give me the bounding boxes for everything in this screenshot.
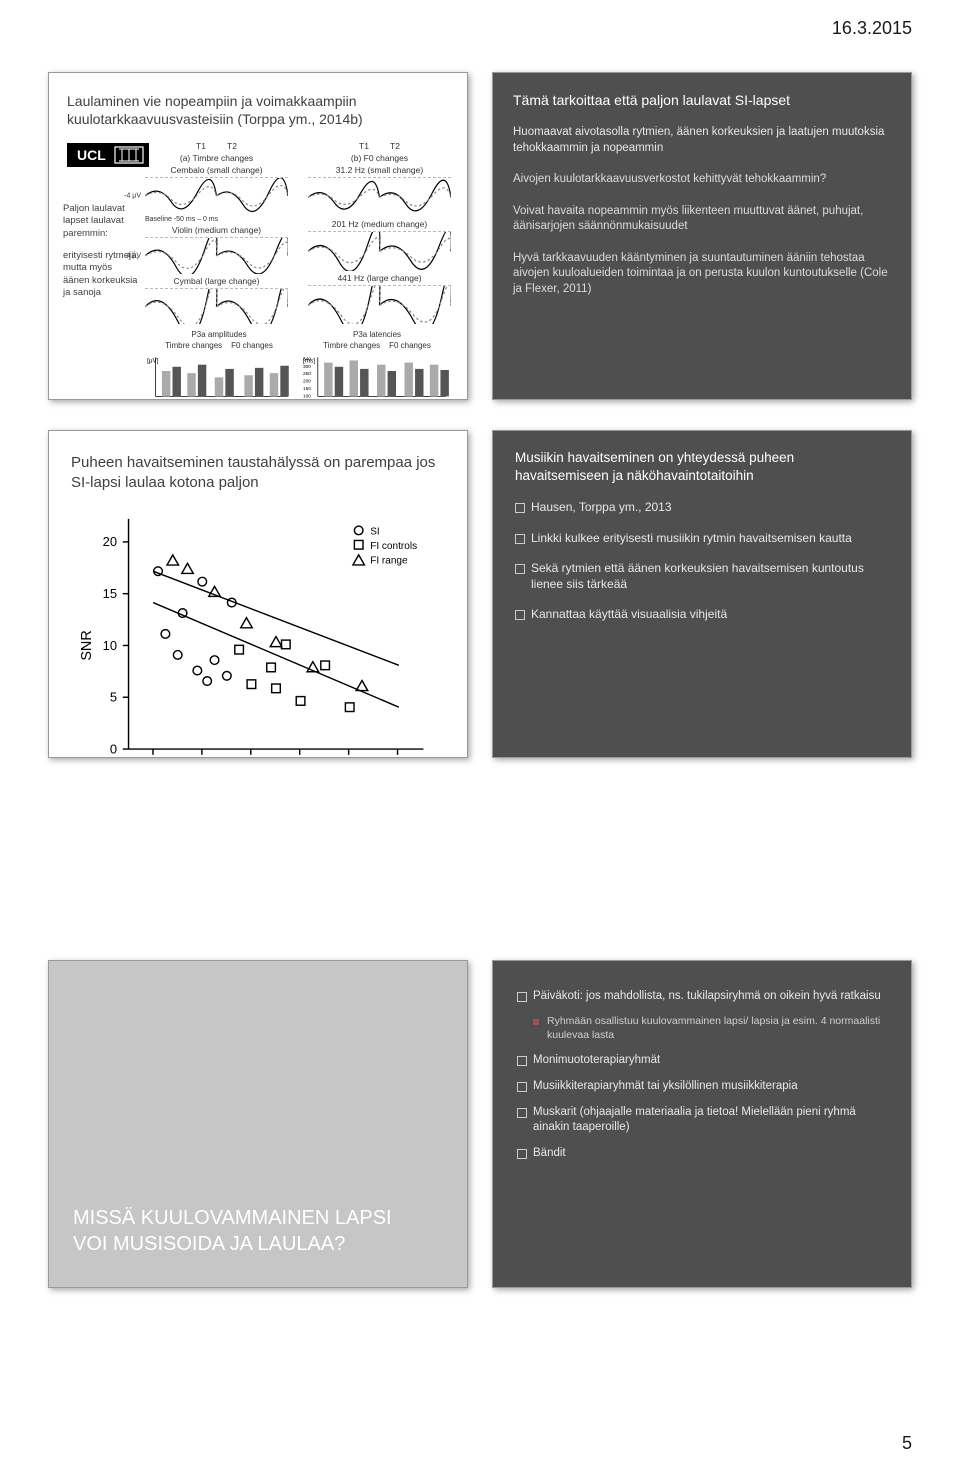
- yaxis-top: -4 μV: [124, 192, 141, 199]
- ucl-logo: UCL: [67, 143, 149, 167]
- slide6-item-1: Ryhmään osallistuu kuulovammainen lapsi/…: [533, 1015, 887, 1042]
- wfa-row-2: [145, 288, 288, 325]
- baseline-label: Baseline -50 ms – 0 ms: [145, 216, 288, 223]
- waveform-grid: T1 T2 (a) Timbre changes Cembalo (small …: [145, 141, 451, 324]
- waveform-col-b: T1 T2 (b) F0 changes 31.2 Hz (small chan…: [308, 141, 451, 324]
- slide-4: Musiikin havaitseminen on yhteydessä puh…: [492, 430, 912, 758]
- slide3-scatter: 0 5 10 15 20 4 6 8: [71, 502, 445, 758]
- slide-3: Puheen havaitseminen taustahälyssä on pa…: [48, 430, 468, 758]
- wfb-h2: T2: [390, 141, 400, 151]
- slide4-list: Hausen, Torppa ym., 2013 Linkki kulkee e…: [515, 499, 889, 622]
- bp0-sub0: Timbre changes: [165, 341, 222, 350]
- svg-text:10: 10: [293, 757, 307, 758]
- bp0-group: P3a amplitudes: [191, 330, 246, 339]
- wfa-row-0: -4 μV: [145, 177, 288, 214]
- ucl-logo-text: UCL: [77, 147, 106, 163]
- bp0-sub1: F0 changes: [231, 341, 273, 350]
- wfa-row-1: 4 μV: [145, 237, 288, 274]
- yaxis-bot: 4 μV: [126, 252, 141, 259]
- slide4-item-0: Hausen, Torppa ym., 2013: [515, 499, 889, 515]
- svg-text:14: 14: [390, 757, 404, 758]
- slide4-item-2: Sekä rytmien että äänen korkeuksien hava…: [515, 560, 889, 592]
- waveform-col-a: T1 T2 (a) Timbre changes Cembalo (small …: [145, 141, 288, 324]
- wfb-row-1: [308, 231, 451, 271]
- slide-row-2: Puheen havaitseminen taustahälyssä on pa…: [48, 430, 912, 758]
- slide5-title: MISSÄ KUULOVAMMAINEN LAPSI VOI MUSISOIDA…: [73, 1205, 420, 1257]
- wfa-r1: Violin (medium change): [145, 225, 288, 235]
- slide1-side-top: Paljon laulavat lapset laulavat paremmin…: [63, 203, 141, 240]
- svg-text:12: 12: [341, 757, 355, 758]
- wfa-h2: T2: [227, 141, 237, 151]
- slide2-block-3: Hyvä tarkkaavuuden kääntyminen ja suunta…: [513, 251, 891, 298]
- slide6-item-4: Muskarit (ohjaajalle materiaalia ja tiet…: [517, 1105, 887, 1135]
- svg-text:100: 100: [303, 394, 311, 400]
- slide-5: MISSÄ KUULOVAMMAINEN LAPSI VOI MUSISOIDA…: [48, 960, 468, 1288]
- wfa-caption: (a) Timbre changes: [145, 153, 288, 163]
- wfb-caption: (b) F0 changes: [308, 153, 451, 163]
- slide6-item-3: Musiikkiterapiaryhmät tai yksilöllinen m…: [517, 1079, 887, 1094]
- svg-text:200: 200: [303, 379, 311, 385]
- svg-text:150: 150: [303, 386, 311, 392]
- bar-panel-ampl: P3a amplitudes Timbre changes F0 changes…: [145, 330, 293, 400]
- slide-6: Päiväkoti: jos mahdollista, ns. tukilaps…: [492, 960, 912, 1288]
- svg-text:8: 8: [247, 757, 254, 758]
- slide-row-3: MISSÄ KUULOVAMMAINEN LAPSI VOI MUSISOIDA…: [48, 960, 912, 1288]
- bp1-group: P3a latencies: [353, 330, 401, 339]
- bp1-sub1: F0 changes: [389, 341, 431, 350]
- slide-1: Laulaminen vie nopeampiin ja voimakkaamp…: [48, 72, 468, 400]
- slide4-item-3: Kannattaa käyttää visuaalisia vihjeitä: [515, 606, 889, 622]
- svg-text:340: 340: [303, 357, 311, 363]
- bar-panel-lat: P3a latencies Timbre changes F0 changes …: [303, 330, 451, 400]
- svg-text:5: 5: [110, 690, 117, 705]
- bar-svg-lat: [ms] 340 300 250 200 150 100: [303, 352, 451, 400]
- slide-2: Tämä tarkoittaa että paljon laulavat SI-…: [492, 72, 912, 400]
- slide6-list: Päiväkoti: jos mahdollista, ns. tukilaps…: [517, 989, 887, 1161]
- page-number: 5: [902, 1433, 912, 1454]
- wfa-r0: Cembalo (small change): [145, 165, 288, 175]
- bar-svg-ampl: [μV] T1 T2 T1 T2 Mean T1/T2: [145, 352, 293, 400]
- wfb-h1: T1: [359, 141, 369, 151]
- wfa-h1: T1: [196, 141, 206, 151]
- slide2-block-2: Voivat havaita nopeammin myös liikenteen…: [513, 204, 891, 235]
- wfb-r2: 441 Hz (large change): [308, 273, 451, 283]
- svg-text:4: 4: [149, 757, 156, 758]
- slide2-block-0: Huomaavat aivotasolla rytmien, äänen kor…: [513, 125, 891, 156]
- svg-text:6: 6: [198, 757, 205, 758]
- slide1-figure: T1 T2 (a) Timbre changes Cembalo (small …: [145, 141, 451, 389]
- svg-text:300: 300: [303, 364, 311, 370]
- wfb-row-2: [308, 285, 451, 325]
- svg-text:20: 20: [103, 534, 117, 549]
- slide6-item-5: Bändit: [517, 1146, 887, 1161]
- svg-text:15: 15: [103, 586, 117, 601]
- page-date: 16.3.2015: [832, 18, 912, 39]
- wfb-r1: 201 Hz (medium change): [308, 219, 451, 229]
- legend-fi: FI controls: [370, 541, 417, 552]
- svg-text:250: 250: [303, 372, 311, 378]
- slide3-title: Puheen havaitseminen taustahälyssä on pa…: [71, 453, 445, 492]
- slide1-title: Laulaminen vie nopeampiin ja voimakkaamp…: [67, 93, 451, 128]
- slide2-block-1: Aivojen kuulotarkkaavuusverkostot kehitt…: [513, 172, 891, 188]
- legend-si: SI: [370, 527, 380, 538]
- bar-panels: P3a amplitudes Timbre changes F0 changes…: [145, 330, 451, 400]
- svg-text:10: 10: [103, 638, 117, 653]
- wfb-row-0: [308, 177, 451, 217]
- wfb-r0: 31.2 Hz (small change): [308, 165, 451, 175]
- slide6-item-0: Päiväkoti: jos mahdollista, ns. tukilaps…: [517, 989, 887, 1004]
- legend-fir: FI range: [370, 555, 408, 566]
- slide4-item-1: Linkki kulkee erityisesti musiikin rytmi…: [515, 530, 889, 546]
- wfa-r2: Cymbal (large change): [145, 276, 288, 286]
- slide4-title: Musiikin havaitseminen on yhteydessä puh…: [515, 449, 889, 485]
- slide2-title: Tämä tarkoittaa että paljon laulavat SI-…: [513, 91, 891, 109]
- svg-text:0: 0: [110, 741, 117, 756]
- bp1-sub0: Timbre changes: [323, 341, 380, 350]
- slide-row-1: Laulaminen vie nopeampiin ja voimakkaamp…: [48, 72, 912, 400]
- svg-text:[μV]: [μV]: [147, 358, 159, 365]
- slide6-item-2: Monimuototerapiaryhmät: [517, 1053, 887, 1068]
- scatter-ylabel: SNR: [79, 630, 95, 660]
